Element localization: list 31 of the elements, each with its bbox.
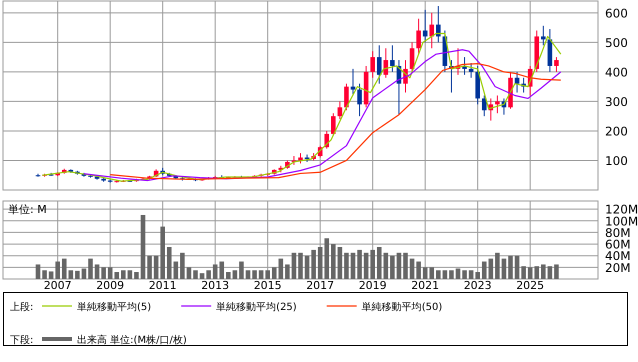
x-tick-label: 2015 xyxy=(254,279,282,292)
y-tick-label: 400 xyxy=(605,65,628,80)
x-tick-label: 2011 xyxy=(148,279,177,292)
x-tick-label: 2009 xyxy=(96,279,124,292)
x-tick-label: 2017 xyxy=(306,279,334,292)
y-tick-label: 100M xyxy=(605,214,638,228)
legend-label: 出来高 単位:(M株/口/枚) xyxy=(77,334,187,346)
y-tick-label: 500 xyxy=(605,36,628,50)
line-series xyxy=(83,49,562,182)
y-tick-label: 300 xyxy=(605,94,628,109)
legend-label: 単純移動平均(5) xyxy=(77,301,152,313)
y-tick-label: 20M xyxy=(605,260,631,275)
y-tick-label: 120M xyxy=(605,202,638,217)
x-tick-label: 2013 xyxy=(201,279,230,292)
line-series xyxy=(110,63,562,180)
y-tick-label: 200 xyxy=(605,124,628,138)
y-tick-label: 80M xyxy=(605,226,631,240)
legend-title: 下段: xyxy=(10,334,34,346)
x-tick-label: 2021 xyxy=(411,279,440,292)
legend-label: 単純移動平均(25) xyxy=(216,301,297,313)
y-tick-label: 40M xyxy=(605,249,631,264)
y-tick-label: 60M xyxy=(605,238,631,252)
x-tick-label: 2007 xyxy=(44,279,72,292)
x-tick-label: 2019 xyxy=(358,279,387,292)
legend-label: 単純移動平均(50) xyxy=(362,301,442,313)
legend-title: 上段: xyxy=(10,301,34,313)
y-tick-label: 600 xyxy=(605,6,628,20)
x-tick-label: 2023 xyxy=(464,279,492,292)
y-tick-label: 100 xyxy=(605,154,628,168)
annotation: 単位: M xyxy=(8,203,47,216)
x-tick-label: 2025 xyxy=(516,279,544,292)
